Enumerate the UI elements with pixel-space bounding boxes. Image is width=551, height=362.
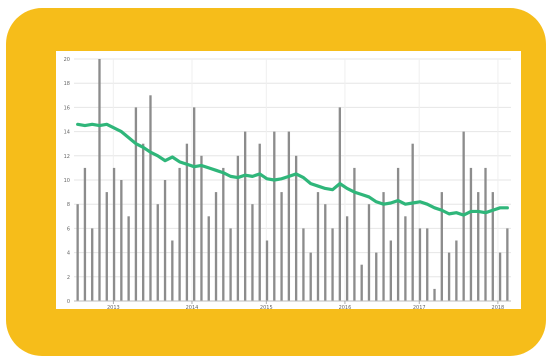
bar bbox=[440, 192, 443, 301]
bar bbox=[258, 143, 261, 301]
bar bbox=[273, 131, 276, 301]
bar bbox=[324, 204, 327, 301]
bar bbox=[185, 143, 189, 301]
bar bbox=[229, 228, 232, 301]
bar bbox=[367, 204, 371, 301]
bar bbox=[134, 107, 138, 302]
bar bbox=[76, 204, 79, 301]
bar bbox=[236, 155, 240, 301]
grid bbox=[74, 58, 511, 302]
y-tick-label: 6 bbox=[67, 226, 70, 232]
x-tick-label: 2017 bbox=[413, 305, 426, 309]
x-tick-label: 2013 bbox=[107, 305, 120, 309]
trend-line bbox=[76, 122, 509, 217]
bar bbox=[375, 252, 378, 301]
bar bbox=[214, 192, 218, 301]
bar bbox=[302, 228, 305, 301]
bar bbox=[433, 288, 436, 301]
y-tick-label: 2 bbox=[67, 275, 70, 281]
y-tick-label: 12 bbox=[64, 154, 70, 160]
bar bbox=[149, 95, 152, 301]
y-tick-label: 8 bbox=[67, 202, 70, 208]
y-tick-label: 18 bbox=[64, 81, 70, 87]
chart-card: 0 2 4 6 8 10 12 14 16 18 20 2013 2014 2015 2016 2017 201… bbox=[6, 8, 546, 356]
bar bbox=[156, 204, 159, 301]
bar bbox=[382, 192, 385, 301]
bar bbox=[338, 107, 342, 302]
y-tick-label: 20 bbox=[64, 57, 70, 63]
bar bbox=[294, 155, 298, 301]
y-tick-label: 10 bbox=[64, 178, 70, 184]
plot-area: 0 2 4 6 8 10 12 14 16 18 20 2013 2014 2015 2016 2017 201… bbox=[56, 51, 521, 311]
bar bbox=[112, 167, 116, 301]
bar bbox=[98, 59, 101, 301]
bar bbox=[222, 167, 225, 301]
bar bbox=[200, 155, 203, 301]
y-tick-label: 16 bbox=[64, 105, 70, 111]
bar bbox=[178, 167, 181, 301]
bar bbox=[498, 252, 502, 301]
bar bbox=[280, 192, 283, 301]
y-tick-label: 0 bbox=[67, 299, 70, 305]
bar bbox=[360, 264, 363, 301]
bar bbox=[83, 167, 87, 301]
bar bbox=[411, 143, 414, 301]
bar bbox=[345, 216, 349, 301]
bar bbox=[418, 228, 422, 301]
bar bbox=[331, 228, 334, 301]
bar bbox=[287, 131, 291, 301]
bar bbox=[171, 240, 174, 301]
bar bbox=[477, 192, 480, 301]
x-tick-label: 2014 bbox=[186, 305, 199, 309]
bar bbox=[396, 167, 400, 301]
y-tick-label: 4 bbox=[67, 251, 70, 257]
x-tick-label: 2015 bbox=[260, 305, 273, 309]
bar bbox=[484, 167, 487, 301]
bar bbox=[404, 216, 407, 301]
bar bbox=[447, 252, 451, 301]
bar bbox=[243, 131, 247, 301]
bar bbox=[193, 107, 196, 302]
bar bbox=[469, 167, 473, 301]
line-series bbox=[76, 122, 509, 217]
x-tick-label: 2016 bbox=[339, 305, 352, 309]
bar bbox=[353, 167, 356, 301]
bar bbox=[506, 228, 509, 301]
bar bbox=[127, 216, 130, 301]
bar bbox=[207, 216, 210, 301]
bar bbox=[251, 204, 254, 301]
bar bbox=[142, 143, 145, 301]
bar bbox=[91, 228, 94, 301]
bar bbox=[105, 192, 108, 301]
chart-svg: 0 2 4 6 8 10 12 14 16 18 20 2013 2014 2015 2016 2017 201… bbox=[64, 57, 511, 311]
bar-series bbox=[76, 59, 509, 302]
bar bbox=[265, 240, 269, 301]
x-tick-label: 2018 bbox=[492, 305, 505, 309]
bar bbox=[163, 180, 167, 301]
axes: 0 2 4 6 8 10 12 14 16 18 20 2013 2014 2015 2016 2017 201… bbox=[64, 57, 511, 311]
bar bbox=[491, 192, 494, 301]
bar bbox=[389, 240, 392, 301]
bar bbox=[309, 252, 312, 301]
y-tick-label: 14 bbox=[64, 130, 70, 136]
bar bbox=[455, 240, 458, 301]
bar bbox=[316, 192, 320, 301]
bar bbox=[426, 228, 429, 301]
bar bbox=[120, 180, 123, 301]
